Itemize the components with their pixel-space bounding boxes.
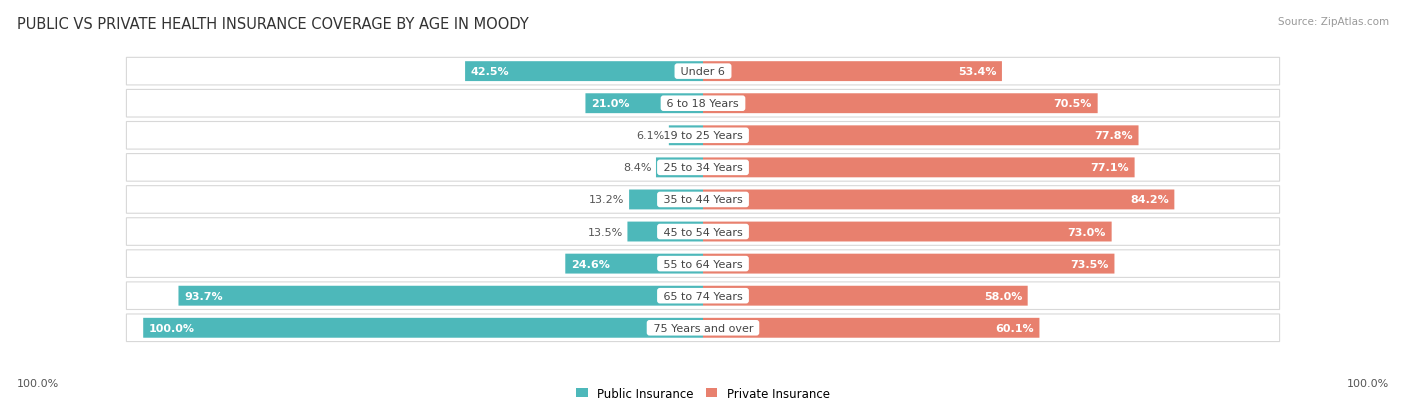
FancyBboxPatch shape: [127, 314, 1279, 342]
Text: 53.4%: 53.4%: [957, 67, 997, 77]
FancyBboxPatch shape: [127, 282, 1279, 310]
Text: Source: ZipAtlas.com: Source: ZipAtlas.com: [1278, 17, 1389, 26]
FancyBboxPatch shape: [127, 250, 1279, 278]
FancyBboxPatch shape: [127, 218, 1279, 246]
FancyBboxPatch shape: [703, 62, 1002, 82]
Text: 70.5%: 70.5%: [1053, 99, 1092, 109]
Text: 100.0%: 100.0%: [149, 323, 195, 333]
FancyBboxPatch shape: [703, 190, 1174, 210]
Text: 100.0%: 100.0%: [17, 378, 59, 388]
Text: 73.5%: 73.5%: [1070, 259, 1109, 269]
Text: 75 Years and over: 75 Years and over: [650, 323, 756, 333]
FancyBboxPatch shape: [465, 62, 703, 82]
Text: 100.0%: 100.0%: [1347, 378, 1389, 388]
FancyBboxPatch shape: [628, 190, 703, 210]
Text: 25 to 34 Years: 25 to 34 Years: [659, 163, 747, 173]
FancyBboxPatch shape: [703, 222, 1112, 242]
Text: 60.1%: 60.1%: [995, 323, 1033, 333]
Legend: Public Insurance, Private Insurance: Public Insurance, Private Insurance: [571, 382, 835, 404]
Text: 8.4%: 8.4%: [623, 163, 651, 173]
FancyBboxPatch shape: [179, 286, 703, 306]
Text: 84.2%: 84.2%: [1130, 195, 1168, 205]
FancyBboxPatch shape: [565, 254, 703, 274]
Text: 21.0%: 21.0%: [591, 99, 630, 109]
FancyBboxPatch shape: [703, 254, 1115, 274]
FancyBboxPatch shape: [127, 90, 1279, 118]
FancyBboxPatch shape: [627, 222, 703, 242]
Text: PUBLIC VS PRIVATE HEALTH INSURANCE COVERAGE BY AGE IN MOODY: PUBLIC VS PRIVATE HEALTH INSURANCE COVER…: [17, 17, 529, 31]
Text: 73.0%: 73.0%: [1067, 227, 1107, 237]
Text: 58.0%: 58.0%: [984, 291, 1022, 301]
Text: 24.6%: 24.6%: [571, 259, 610, 269]
FancyBboxPatch shape: [585, 94, 703, 114]
Text: 65 to 74 Years: 65 to 74 Years: [659, 291, 747, 301]
Text: 93.7%: 93.7%: [184, 291, 222, 301]
Text: 35 to 44 Years: 35 to 44 Years: [659, 195, 747, 205]
FancyBboxPatch shape: [703, 286, 1028, 306]
Text: 13.2%: 13.2%: [589, 195, 624, 205]
FancyBboxPatch shape: [127, 186, 1279, 214]
FancyBboxPatch shape: [669, 126, 703, 146]
Text: 19 to 25 Years: 19 to 25 Years: [659, 131, 747, 141]
Text: 42.5%: 42.5%: [471, 67, 509, 77]
FancyBboxPatch shape: [127, 154, 1279, 182]
Text: 13.5%: 13.5%: [588, 227, 623, 237]
Text: 55 to 64 Years: 55 to 64 Years: [659, 259, 747, 269]
Text: 77.1%: 77.1%: [1091, 163, 1129, 173]
FancyBboxPatch shape: [703, 318, 1039, 338]
FancyBboxPatch shape: [703, 94, 1098, 114]
FancyBboxPatch shape: [127, 122, 1279, 150]
Text: 77.8%: 77.8%: [1094, 131, 1133, 141]
FancyBboxPatch shape: [703, 126, 1139, 146]
Text: 6.1%: 6.1%: [636, 131, 665, 141]
FancyBboxPatch shape: [703, 158, 1135, 178]
Text: 45 to 54 Years: 45 to 54 Years: [659, 227, 747, 237]
FancyBboxPatch shape: [143, 318, 703, 338]
FancyBboxPatch shape: [657, 158, 703, 178]
Text: Under 6: Under 6: [678, 67, 728, 77]
Text: 6 to 18 Years: 6 to 18 Years: [664, 99, 742, 109]
FancyBboxPatch shape: [127, 58, 1279, 86]
